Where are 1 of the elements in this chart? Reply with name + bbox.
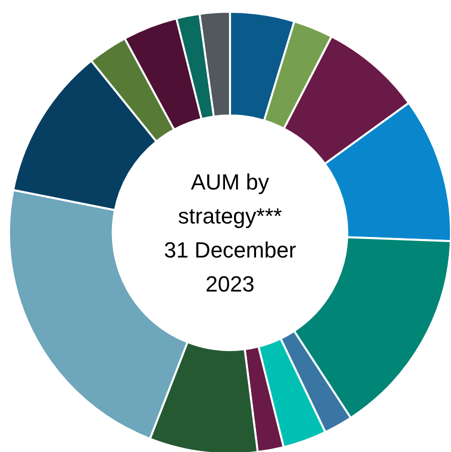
text: AUM by strategy*** 31 December 2023: [164, 170, 296, 296]
